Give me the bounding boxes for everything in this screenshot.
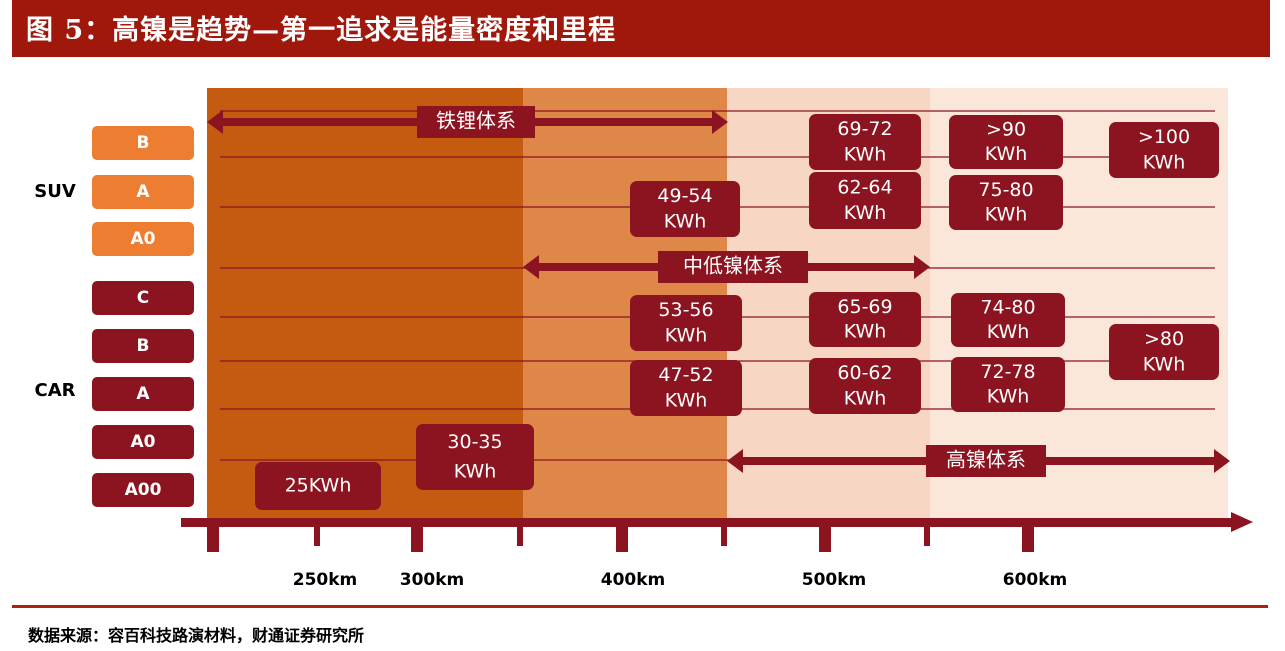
capacity-box-1 bbox=[809, 114, 921, 170]
capacity-box-11-unit: KWh bbox=[665, 389, 708, 411]
capacity-box-4-unit: KWh bbox=[664, 210, 707, 232]
category-label-suv-a0: A0 bbox=[131, 229, 156, 249]
capacity-box-10-value: >80 bbox=[1144, 328, 1184, 350]
chemistry-3-head-left bbox=[727, 449, 743, 473]
capacity-box-9 bbox=[951, 293, 1065, 347]
category-label-car-b: B bbox=[137, 336, 150, 356]
category-label-car-c: C bbox=[137, 288, 149, 308]
capacity-box-15-unit: KWh bbox=[454, 461, 497, 483]
x-tick-label-2: 300km bbox=[400, 570, 465, 590]
capacity-box-7-unit: KWh bbox=[665, 324, 708, 346]
group-label-suv: SUV bbox=[34, 181, 76, 202]
figure-title: 图 5：高镍是趋势—第一追求是能量密度和里程 bbox=[26, 15, 617, 46]
capacity-box-1-value: 69-72 bbox=[837, 118, 892, 140]
capacity-box-13-unit: KWh bbox=[987, 386, 1030, 408]
chemistry-2-label: 中低镍体系 bbox=[683, 254, 783, 278]
capacity-box-5-value: 62-64 bbox=[837, 176, 892, 198]
capacity-box-5 bbox=[809, 172, 921, 229]
capacity-box-7-value: 53-56 bbox=[658, 299, 713, 321]
capacity-box-2 bbox=[949, 115, 1063, 169]
category-pill-suv-a bbox=[92, 175, 194, 209]
x-tick-major-5 bbox=[1022, 527, 1034, 552]
x-tick-label-1: 250km bbox=[293, 570, 358, 590]
chemistry-2-head-left bbox=[523, 255, 539, 279]
x-tick-minor-4 bbox=[924, 527, 930, 546]
capacity-box-10-unit: KWh bbox=[1143, 353, 1186, 375]
capacity-box-12 bbox=[809, 358, 921, 414]
capacity-box-4 bbox=[630, 181, 740, 237]
capacity-box-13 bbox=[951, 357, 1065, 412]
category-pill-car-a0 bbox=[92, 425, 194, 459]
chemistry-3-label: 高镍体系 bbox=[946, 448, 1026, 472]
x-tick-label-3: 400km bbox=[601, 570, 666, 590]
capacity-box-15 bbox=[416, 424, 534, 490]
title-bar: 图 5：高镍是趋势—第一追求是能量密度和里程 bbox=[12, 0, 1270, 57]
chemistry-2-head-right bbox=[914, 255, 930, 279]
category-pill-car-a bbox=[92, 377, 194, 411]
group-label-car: CAR bbox=[34, 380, 75, 401]
category-pill-car-a00 bbox=[92, 473, 194, 507]
capacity-box-1-unit: KWh bbox=[844, 143, 887, 165]
capacity-box-13-value: 72-78 bbox=[980, 361, 1035, 383]
capacity-box-4-value: 49-54 bbox=[657, 185, 712, 207]
x-tick-major-3 bbox=[616, 527, 628, 552]
capacity-box-3 bbox=[1109, 122, 1219, 178]
capacity-box-3-unit: KWh bbox=[1143, 151, 1186, 173]
capacity-box-10 bbox=[1109, 324, 1219, 380]
x-axis bbox=[181, 518, 1231, 527]
source-note: 数据来源：容百科技路演材料，财通证券研究所 bbox=[28, 626, 365, 645]
category-label-suv-a: A bbox=[136, 182, 150, 202]
category-label-car-a0: A0 bbox=[131, 432, 156, 452]
capacity-box-2-value: >90 bbox=[986, 119, 1026, 141]
capacity-box-15-value: 30-35 bbox=[447, 431, 502, 453]
x-tick-major-1 bbox=[207, 527, 219, 552]
capacity-box-12-value: 60-62 bbox=[837, 362, 892, 384]
category-pill-suv-b bbox=[92, 126, 194, 160]
capacity-box-6-unit: KWh bbox=[985, 204, 1028, 226]
chemistry-2-label-bg bbox=[658, 251, 808, 283]
x-tick-minor-3 bbox=[721, 527, 727, 546]
category-pill-car-b bbox=[92, 329, 194, 363]
chemistry-1-head-right bbox=[712, 110, 728, 134]
x-tick-major-4 bbox=[819, 527, 831, 552]
capacity-box-11-value: 47-52 bbox=[658, 364, 713, 386]
chemistry-1-label: 铁锂体系 bbox=[436, 109, 516, 133]
capacity-box-2-unit: KWh bbox=[985, 143, 1028, 165]
category-pill-suv-a0 bbox=[92, 222, 194, 256]
x-tick-minor-1 bbox=[314, 527, 320, 546]
x-axis-arrow bbox=[1231, 512, 1253, 532]
x-tick-minor-2 bbox=[517, 527, 523, 546]
capacity-box-14 bbox=[255, 462, 381, 510]
x-tick-major-2 bbox=[411, 527, 423, 552]
category-label-car-a: A bbox=[136, 384, 150, 404]
capacity-box-5-unit: KWh bbox=[844, 202, 887, 224]
capacity-box-14-value: 25KWh bbox=[285, 475, 352, 497]
category-pill-car-c bbox=[92, 281, 194, 315]
chemistry-1-label-bg bbox=[417, 106, 535, 138]
category-label-suv-b: B bbox=[137, 133, 150, 153]
chemistry-3-head-right bbox=[1214, 449, 1230, 473]
capacity-box-8-value: 65-69 bbox=[837, 296, 892, 318]
capacity-box-11 bbox=[630, 360, 742, 416]
category-label-car-a00: A00 bbox=[125, 480, 162, 500]
x-tick-label-4: 500km bbox=[802, 570, 867, 590]
chemistry-3-label-bg bbox=[926, 445, 1046, 477]
x-tick-label-5: 600km bbox=[1003, 570, 1068, 590]
bottom-rule bbox=[12, 605, 1268, 608]
chemistry-1-head-left bbox=[207, 110, 223, 134]
capacity-box-9-unit: KWh bbox=[987, 321, 1030, 343]
capacity-box-3-value: >100 bbox=[1138, 126, 1190, 148]
capacity-box-7 bbox=[630, 295, 742, 351]
capacity-box-6-value: 75-80 bbox=[978, 179, 1033, 201]
capacity-box-12-unit: KWh bbox=[844, 387, 887, 409]
capacity-box-9-value: 74-80 bbox=[980, 297, 1035, 319]
capacity-box-6 bbox=[949, 175, 1063, 230]
capacity-box-8-unit: KWh bbox=[844, 321, 887, 343]
capacity-box-8 bbox=[809, 292, 921, 347]
